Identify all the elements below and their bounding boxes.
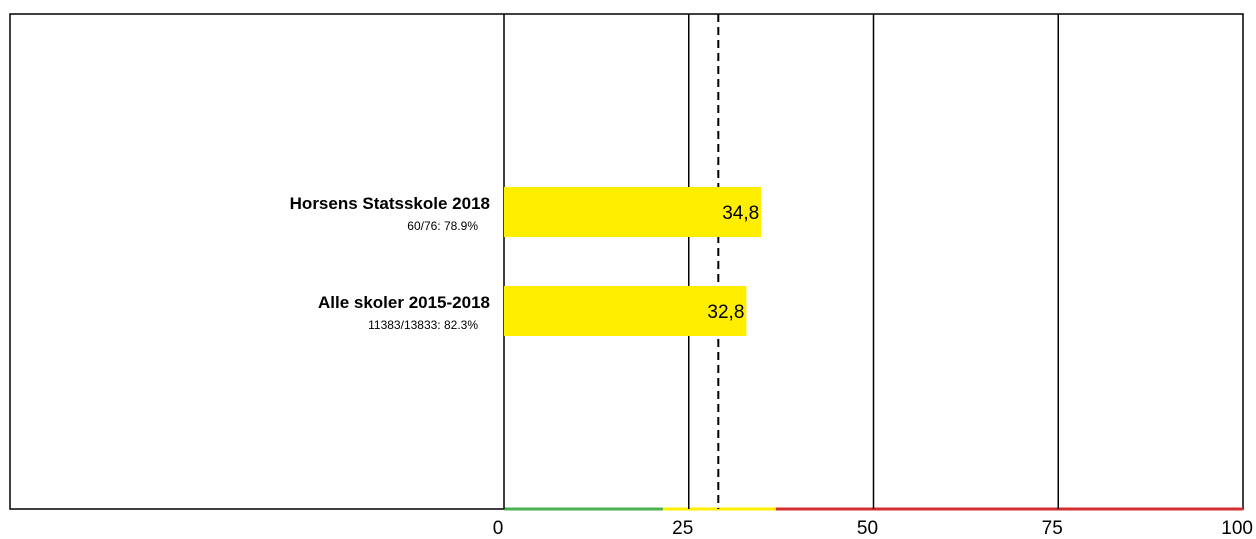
color-band-axis — [504, 507, 1243, 511]
category-sublabel-0: 60/76: 78.9% — [407, 219, 478, 233]
color-band-2 — [775, 507, 1243, 511]
category-label-0: Horsens Statsskole 2018 — [290, 194, 490, 213]
bar-1 — [504, 286, 747, 336]
category-sublabel-1: 11383/13833: 82.3% — [368, 318, 478, 332]
bar-series: 34,8 32,8 — [504, 187, 762, 336]
category-label-1: Alle skoler 2015-2018 — [318, 293, 490, 312]
plot-frame — [9, 13, 1244, 510]
bar-value-label-0: 34,8 — [722, 203, 759, 224]
x-tick-label-2: 50 — [857, 518, 878, 539]
vertical-gridlines — [503, 14, 1059, 509]
color-band-0 — [504, 507, 663, 511]
bar-0 — [504, 187, 762, 237]
x-tick-label-3: 75 — [1042, 518, 1063, 539]
x-axis-ticks: 0 25 50 75 100 — [493, 518, 1253, 539]
x-tick-label-1: 25 — [672, 518, 693, 539]
category-labels: Horsens Statsskole 2018 60/76: 78.9% Alle … — [290, 194, 490, 332]
bar-value-label-1: 32,8 — [707, 302, 744, 323]
x-tick-label-0: 0 — [493, 518, 504, 539]
x-tick-label-4: 100 — [1221, 518, 1253, 539]
color-band-1 — [662, 507, 776, 511]
